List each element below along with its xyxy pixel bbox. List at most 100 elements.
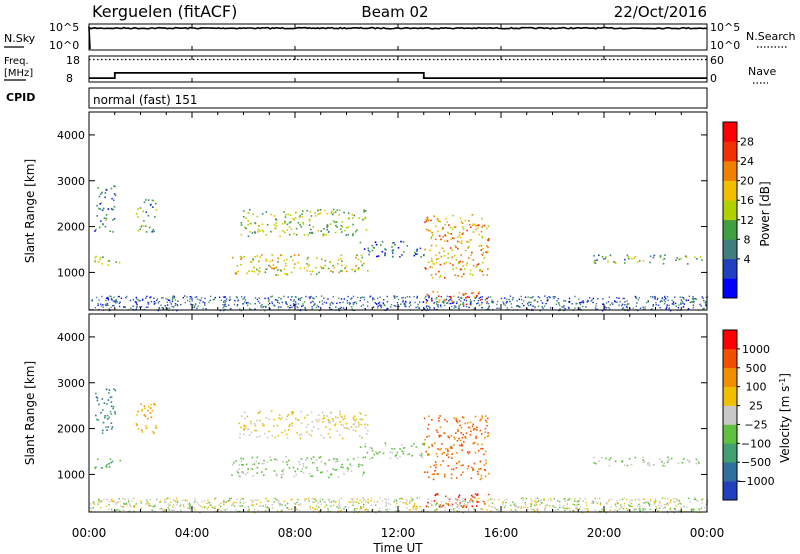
echo-point xyxy=(90,510,92,512)
echo-point xyxy=(111,299,113,301)
echo-point xyxy=(447,465,449,467)
echo-point xyxy=(693,298,695,300)
echo-point xyxy=(679,510,682,512)
echo-point xyxy=(659,502,661,504)
echo-point xyxy=(239,499,242,501)
echo-point xyxy=(423,253,425,256)
echo-point xyxy=(496,303,498,306)
echo-point xyxy=(479,478,482,481)
echo-point xyxy=(223,310,225,312)
echo-point xyxy=(169,301,171,303)
echo-point xyxy=(416,295,418,298)
echo-point xyxy=(352,217,354,219)
echo-point xyxy=(475,224,477,227)
echo-point xyxy=(642,306,644,308)
echo-point xyxy=(579,499,581,501)
echo-point xyxy=(403,251,405,253)
echo-point xyxy=(150,416,153,418)
echo-point xyxy=(147,502,149,504)
echo-point xyxy=(552,509,555,511)
echo-point xyxy=(698,509,701,511)
echo-point xyxy=(290,228,293,230)
echo-point xyxy=(413,295,415,298)
echo-point xyxy=(235,296,238,298)
echo-point xyxy=(155,427,157,429)
echo-point xyxy=(366,424,369,426)
echo-point xyxy=(343,415,346,417)
echo-point xyxy=(678,258,681,261)
echo-point xyxy=(698,462,700,464)
echo-point xyxy=(110,413,113,415)
echo-point xyxy=(489,498,492,500)
echo-point xyxy=(287,502,289,505)
echo-point xyxy=(184,295,186,297)
echo-point xyxy=(254,303,256,305)
echo-point xyxy=(384,505,387,507)
echo-point xyxy=(323,233,325,236)
echo-point xyxy=(427,501,429,504)
echo-point xyxy=(486,302,488,305)
echo-point xyxy=(273,418,275,421)
echo-point xyxy=(194,305,196,307)
echo-point xyxy=(377,297,379,300)
echo-point xyxy=(441,443,443,445)
echo-point xyxy=(322,415,325,417)
echo-point xyxy=(109,396,112,399)
echo-point xyxy=(129,299,132,302)
echo-point xyxy=(438,505,441,508)
echo-point xyxy=(563,507,565,509)
echo-point xyxy=(265,258,267,260)
echo-point xyxy=(110,306,112,309)
echo-point xyxy=(357,296,359,299)
echo-point xyxy=(445,495,447,498)
echo-point xyxy=(316,467,318,469)
echo-point xyxy=(373,298,375,300)
echo-point xyxy=(504,297,506,299)
echo-point xyxy=(262,505,264,507)
echo-point xyxy=(391,242,394,244)
echo-point xyxy=(348,217,350,220)
echo-point xyxy=(273,470,276,472)
echo-point xyxy=(465,432,468,435)
echo-point xyxy=(274,218,277,220)
echo-point xyxy=(359,299,361,302)
echo-point xyxy=(341,264,343,267)
echo-point xyxy=(363,471,365,474)
echo-point xyxy=(414,301,416,304)
echo-point xyxy=(266,506,269,508)
echo-point xyxy=(172,295,174,297)
echo-point xyxy=(303,234,306,236)
echo-point xyxy=(428,305,430,308)
echo-point xyxy=(276,424,279,427)
echo-point xyxy=(434,238,437,240)
echo-point xyxy=(465,297,467,299)
echo-point xyxy=(203,506,206,509)
echo-point xyxy=(264,310,266,312)
echo-point xyxy=(593,255,595,257)
echo-point xyxy=(479,268,481,271)
echo-point xyxy=(479,419,481,422)
echo-point xyxy=(474,297,476,299)
echo-point xyxy=(234,501,236,503)
echo-point xyxy=(111,197,113,200)
echo-point xyxy=(141,299,144,301)
echo-point xyxy=(197,305,199,307)
echo-point xyxy=(243,256,245,258)
echo-point xyxy=(458,507,460,510)
echo-point xyxy=(156,498,158,500)
echo-point xyxy=(186,500,188,502)
echo-point xyxy=(446,420,448,423)
echo-point xyxy=(126,504,128,506)
echo-point xyxy=(518,298,520,301)
echo-point xyxy=(351,498,353,500)
echo-point xyxy=(457,296,459,298)
echo-point xyxy=(417,303,419,306)
echo-point xyxy=(467,465,470,467)
echo-point xyxy=(491,502,494,504)
echo-point xyxy=(356,507,358,510)
echo-point xyxy=(472,264,475,267)
echo-point xyxy=(558,301,560,304)
echo-point xyxy=(241,505,244,507)
echo-point xyxy=(196,307,198,309)
